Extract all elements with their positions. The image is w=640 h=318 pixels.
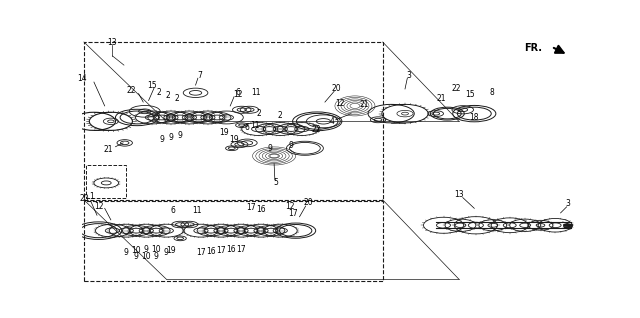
Bar	[86, 165, 126, 197]
Text: 9: 9	[154, 252, 159, 260]
Text: 22: 22	[126, 86, 136, 95]
Text: 6: 6	[170, 206, 175, 215]
Text: 10: 10	[152, 245, 161, 254]
Text: 16: 16	[226, 245, 236, 254]
Text: 13: 13	[454, 190, 464, 199]
Text: 20: 20	[80, 194, 90, 203]
Text: 2: 2	[257, 109, 261, 118]
Text: 19: 19	[166, 246, 176, 255]
Text: 3: 3	[566, 199, 571, 208]
Text: 14: 14	[77, 74, 86, 83]
Text: 2: 2	[166, 91, 170, 100]
Text: 19: 19	[220, 128, 229, 137]
Text: 9: 9	[124, 248, 129, 257]
Text: 12: 12	[285, 202, 294, 211]
Text: 18: 18	[470, 113, 479, 122]
Text: 21: 21	[360, 100, 369, 109]
Text: 8: 8	[490, 87, 494, 97]
Text: 20: 20	[304, 198, 314, 207]
Text: 13: 13	[108, 38, 117, 46]
Text: 21: 21	[436, 94, 446, 103]
Text: 9: 9	[134, 252, 139, 261]
Text: 17: 17	[289, 209, 298, 218]
Text: 22: 22	[312, 125, 321, 134]
Text: 17: 17	[216, 246, 226, 255]
Text: 4: 4	[330, 117, 334, 126]
Text: 20: 20	[332, 84, 341, 93]
Text: 11: 11	[251, 88, 260, 97]
Text: 21: 21	[103, 145, 113, 154]
Bar	[84, 201, 383, 281]
Text: 19: 19	[229, 135, 239, 143]
Bar	[84, 42, 383, 200]
Text: 2: 2	[175, 94, 179, 103]
Text: 5: 5	[273, 178, 278, 187]
Text: FR.: FR.	[524, 43, 542, 53]
Text: 11: 11	[193, 206, 202, 215]
Text: 11: 11	[250, 121, 260, 130]
Text: 9: 9	[159, 135, 164, 143]
Text: 9: 9	[267, 144, 272, 153]
Text: 9: 9	[164, 248, 169, 257]
Text: 12: 12	[233, 90, 243, 99]
Text: 7: 7	[197, 71, 202, 80]
Text: 9: 9	[144, 245, 148, 254]
Text: 16: 16	[256, 204, 266, 214]
Text: 12: 12	[94, 202, 103, 211]
Text: 2: 2	[278, 111, 283, 120]
Text: 9: 9	[289, 142, 294, 150]
Text: 10: 10	[141, 252, 151, 260]
Text: 9: 9	[168, 133, 173, 142]
Text: 1: 1	[90, 191, 94, 201]
Text: 12: 12	[335, 99, 345, 108]
Text: 22: 22	[452, 85, 461, 93]
Text: 17: 17	[236, 245, 246, 254]
Text: 2: 2	[156, 87, 161, 97]
Text: 17: 17	[246, 203, 256, 212]
Text: 16: 16	[206, 247, 216, 256]
Text: 6: 6	[236, 88, 241, 97]
Text: 6: 6	[244, 123, 250, 132]
Text: 17: 17	[196, 248, 206, 257]
Text: 9: 9	[178, 131, 182, 141]
Text: 10: 10	[131, 246, 141, 255]
Text: 3: 3	[406, 71, 412, 80]
Text: 15: 15	[148, 81, 157, 90]
Text: 15: 15	[466, 90, 476, 99]
